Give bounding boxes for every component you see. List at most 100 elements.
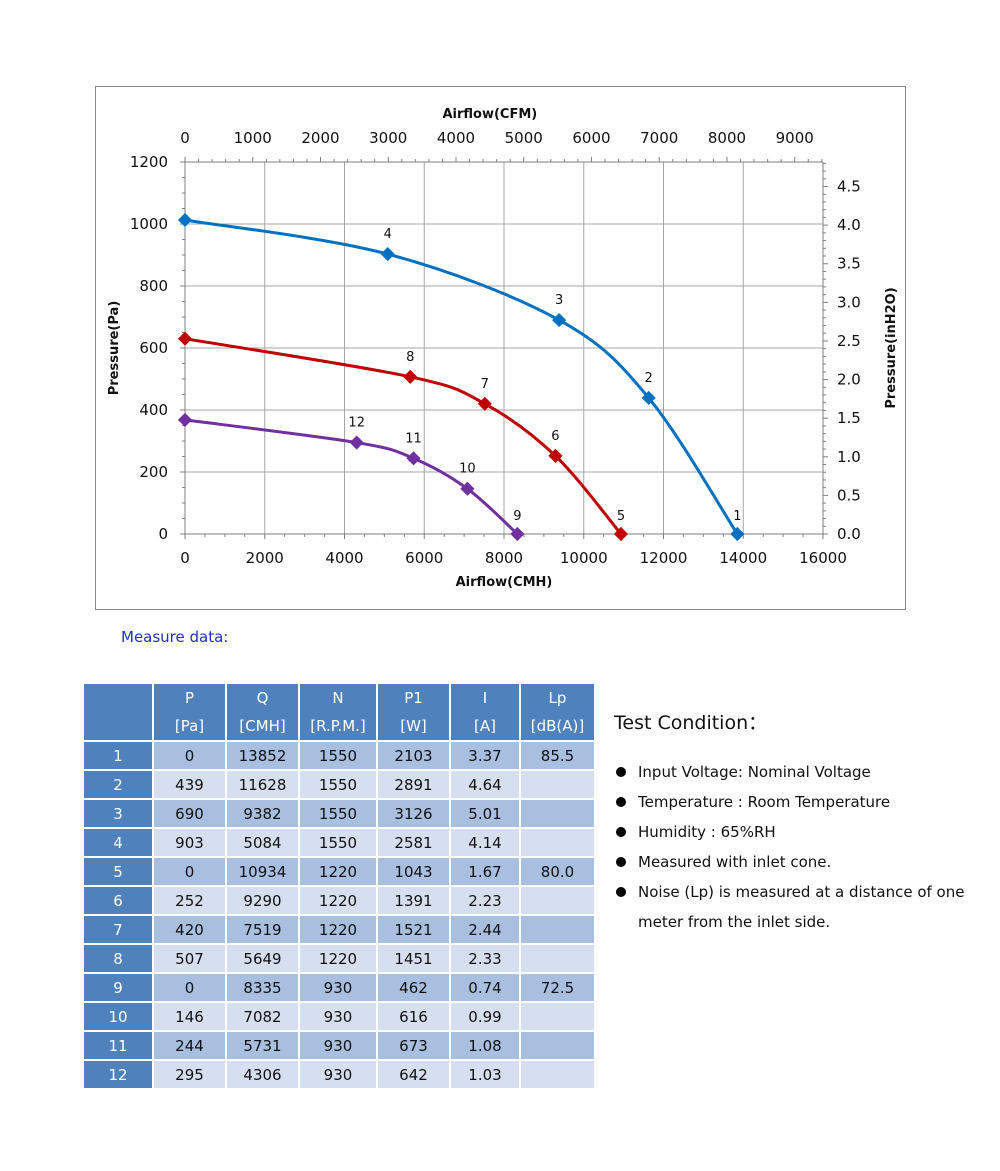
y-right-tick-label: 1.5 bbox=[837, 409, 861, 427]
header-label: Lp bbox=[548, 689, 567, 707]
table-row: 12 295 4306 930 642 1.03 bbox=[84, 1061, 596, 1090]
row-index: 10 bbox=[84, 1003, 154, 1032]
x-top-tick-label: 7000 bbox=[640, 129, 678, 147]
table-cell: 1550 bbox=[300, 771, 378, 800]
measure-data-title: Measure data: bbox=[121, 628, 229, 646]
header-unit: [W] bbox=[400, 717, 427, 735]
table-cell bbox=[521, 1003, 596, 1032]
header-label: Q bbox=[256, 689, 269, 707]
x-top-tick-label: 2000 bbox=[301, 129, 339, 147]
measure-data-table: P [Pa] Q [CMH] N [R.P.M.] P1 [W] I [A] Lp [dB(… bbox=[84, 684, 596, 1090]
data-point bbox=[177, 412, 193, 427]
table-cell: 0.99 bbox=[451, 1003, 521, 1032]
data-point bbox=[403, 369, 418, 384]
header-unit: [A] bbox=[474, 717, 496, 735]
table-cell: 642 bbox=[378, 1061, 451, 1090]
point-label: 5 bbox=[617, 509, 625, 524]
table-cell: 13852 bbox=[227, 742, 300, 771]
x-top-tick-label: 3000 bbox=[369, 129, 407, 147]
table-cell: 1451 bbox=[378, 945, 451, 974]
table-cell: 439 bbox=[154, 771, 227, 800]
y-right-tick-label: 4.0 bbox=[837, 216, 861, 234]
point-label: 4 bbox=[384, 227, 392, 242]
y-tick-label: 600 bbox=[139, 339, 168, 357]
table-cell: 2891 bbox=[378, 771, 451, 800]
table-cell: 2.33 bbox=[451, 945, 521, 974]
header-unit: [CMH] bbox=[239, 717, 286, 735]
condition-item: Measured with inlet cone. bbox=[614, 847, 994, 877]
table-cell: 3.37 bbox=[451, 742, 521, 771]
table-cell: 1521 bbox=[378, 916, 451, 945]
x-top-tick-label: 5000 bbox=[505, 129, 543, 147]
row-index: 5 bbox=[84, 858, 154, 887]
data-point bbox=[510, 526, 525, 542]
y-tick-label: 200 bbox=[139, 463, 168, 481]
table-cell bbox=[521, 800, 596, 829]
point-label: 10 bbox=[459, 462, 476, 477]
table-cell: 690 bbox=[154, 800, 227, 829]
point-label: 11 bbox=[405, 431, 422, 446]
row-index: 4 bbox=[84, 829, 154, 858]
y-tick-label: 0 bbox=[158, 525, 168, 543]
table-row: 6 252 9290 1220 1391 2.23 bbox=[84, 887, 596, 916]
table-header-p1: P1 [W] bbox=[378, 684, 451, 742]
x-top-tick-label: 1000 bbox=[234, 129, 272, 147]
table-cell: 5649 bbox=[227, 945, 300, 974]
table-cell: 8335 bbox=[227, 974, 300, 1003]
table-cell: 2581 bbox=[378, 829, 451, 858]
point-label: 3 bbox=[555, 293, 563, 308]
data-point bbox=[730, 526, 745, 542]
table-cell: 7082 bbox=[227, 1003, 300, 1032]
condition-item: Temperature : Room Temperature bbox=[614, 787, 994, 817]
test-condition-title: Test Condition： bbox=[614, 712, 768, 734]
series-line-3 bbox=[184, 418, 519, 536]
data-point bbox=[177, 331, 193, 346]
table-header-q: Q [CMH] bbox=[227, 684, 300, 742]
x-tick-label: 12000 bbox=[640, 549, 688, 567]
condition-item: Humidity : 65%RH bbox=[614, 817, 994, 847]
table-cell: 5.01 bbox=[451, 800, 521, 829]
chart-svg: 0 2000 4000 6000 8000 10000 12000 14000 16000Air… bbox=[107, 107, 899, 590]
table-header-blank bbox=[84, 684, 154, 742]
table-cell: 0 bbox=[154, 858, 227, 887]
row-index: 9 bbox=[84, 974, 154, 1003]
point-label: 1 bbox=[733, 509, 741, 524]
x-top-tick-label: 6000 bbox=[572, 129, 610, 147]
x-tick-label: 2000 bbox=[246, 549, 284, 567]
header-label: P1 bbox=[404, 689, 423, 707]
table-cell: 9290 bbox=[227, 887, 300, 916]
x-tick-label: 8000 bbox=[485, 549, 523, 567]
point-label: 8 bbox=[406, 350, 414, 365]
data-point bbox=[613, 526, 629, 542]
table-cell: 1550 bbox=[300, 800, 378, 829]
fan-curve-chart: 0 2000 4000 6000 8000 10000 12000 14000 16000 Air… bbox=[95, 86, 906, 610]
table-header-i: I [A] bbox=[451, 684, 521, 742]
table-cell: 0 bbox=[154, 974, 227, 1003]
table-row: 11 244 5731 930 673 1.08 bbox=[84, 1032, 596, 1061]
table-cell bbox=[521, 829, 596, 858]
table-cell: 462 bbox=[378, 974, 451, 1003]
y-right-tick-label: 2.0 bbox=[837, 371, 861, 389]
point-label: 2 bbox=[645, 371, 653, 386]
table-cell: 1220 bbox=[300, 916, 378, 945]
table-cell: 10934 bbox=[227, 858, 300, 887]
table-cell: 1550 bbox=[300, 829, 378, 858]
table-cell: 252 bbox=[154, 887, 227, 916]
header-unit: [Pa] bbox=[174, 717, 205, 735]
x-tick-label: 6000 bbox=[405, 549, 443, 567]
y-right-tick-label: 0.5 bbox=[837, 486, 861, 504]
table-cell: 244 bbox=[154, 1032, 227, 1061]
table-cell: 4.64 bbox=[451, 771, 521, 800]
point-label: 9 bbox=[513, 509, 521, 524]
y-axis-title: Pressure(Pa) bbox=[107, 301, 122, 396]
header-unit: [R.P.M.] bbox=[310, 717, 366, 735]
x-axis-title: Airflow(CMH) bbox=[456, 575, 553, 590]
y-right-tick-label: 2.5 bbox=[837, 332, 861, 350]
data-point bbox=[460, 481, 475, 496]
table-header-p: P [Pa] bbox=[154, 684, 227, 742]
x-tick-label: 0 bbox=[180, 549, 190, 567]
y-right-tick-label: 0.0 bbox=[837, 525, 861, 543]
table-cell: 11628 bbox=[227, 771, 300, 800]
table-cell: 9382 bbox=[227, 800, 300, 829]
header-label: I bbox=[482, 689, 488, 707]
